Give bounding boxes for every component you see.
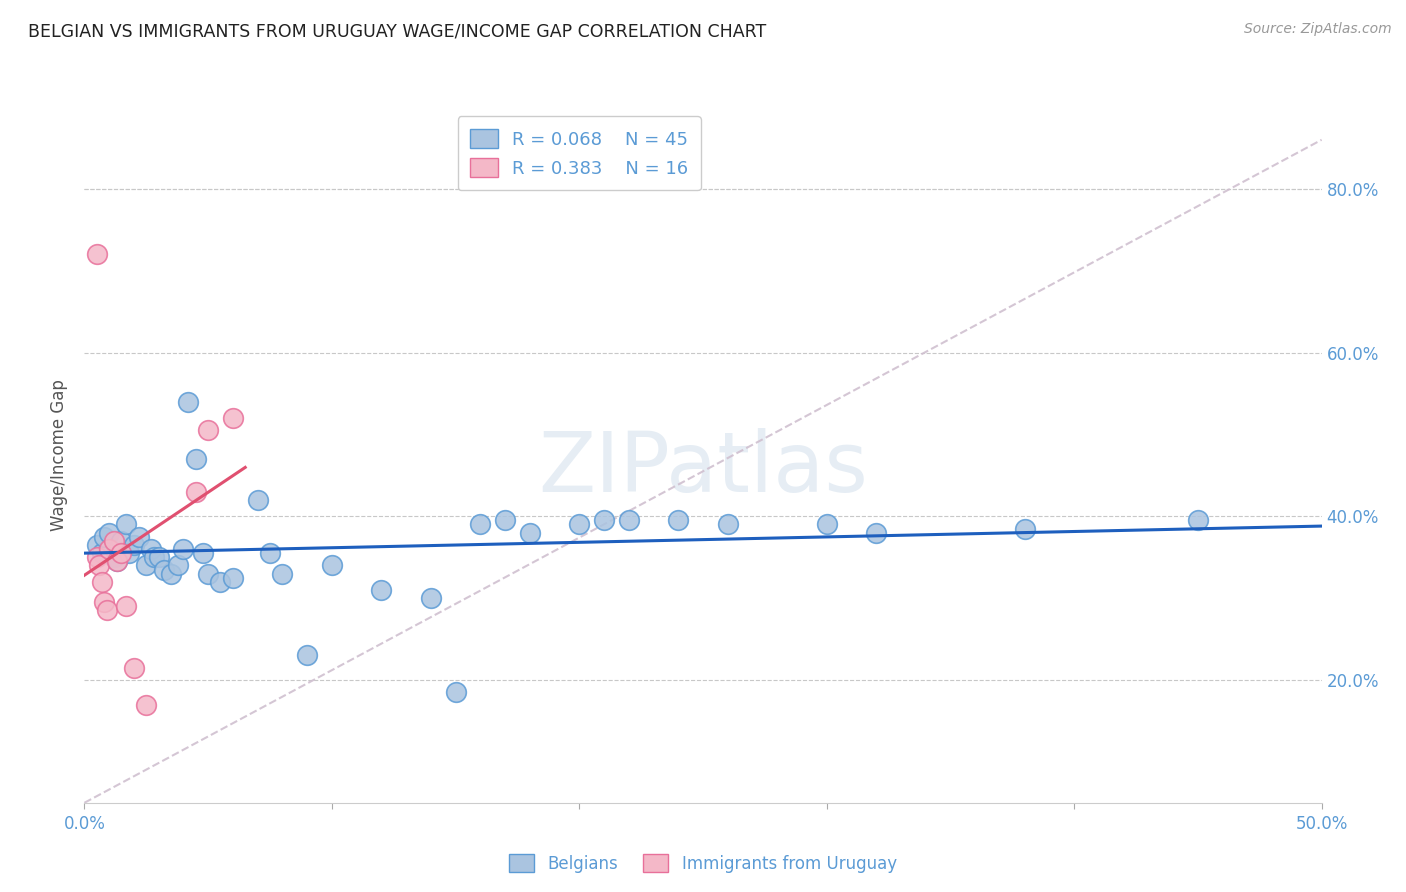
Legend: Belgians, Immigrants from Uruguay: Belgians, Immigrants from Uruguay xyxy=(502,847,904,880)
Point xyxy=(370,582,392,597)
Text: BELGIAN VS IMMIGRANTS FROM URUGUAY WAGE/INCOME GAP CORRELATION CHART: BELGIAN VS IMMIGRANTS FROM URUGUAY WAGE/… xyxy=(28,22,766,40)
Point xyxy=(90,574,112,589)
Point xyxy=(93,595,115,609)
Point xyxy=(98,525,121,540)
Point xyxy=(222,571,245,585)
Point xyxy=(259,546,281,560)
Point xyxy=(470,517,492,532)
Point xyxy=(86,538,108,552)
Point xyxy=(105,554,128,568)
Point xyxy=(115,517,138,532)
Y-axis label: Wage/Income Gap: Wage/Income Gap xyxy=(51,379,69,531)
Point xyxy=(568,517,591,532)
Point xyxy=(209,574,232,589)
Point xyxy=(105,554,128,568)
Point xyxy=(103,550,125,565)
Point xyxy=(519,525,541,540)
Point xyxy=(122,661,145,675)
Point xyxy=(717,517,740,532)
Point xyxy=(184,484,207,499)
Point xyxy=(103,533,125,548)
Point xyxy=(128,530,150,544)
Point xyxy=(152,562,174,576)
Point xyxy=(110,533,132,548)
Point xyxy=(295,648,318,663)
Point xyxy=(246,492,269,507)
Point xyxy=(118,546,141,560)
Point xyxy=(167,558,190,573)
Point xyxy=(135,558,157,573)
Point xyxy=(98,542,121,557)
Point xyxy=(160,566,183,581)
Point xyxy=(184,452,207,467)
Point xyxy=(142,550,165,565)
Point xyxy=(86,247,108,261)
Point xyxy=(321,558,343,573)
Text: ZIPatlas: ZIPatlas xyxy=(538,428,868,509)
Point xyxy=(135,698,157,712)
Point xyxy=(86,550,108,565)
Point xyxy=(115,599,138,614)
Point xyxy=(1187,513,1209,527)
Point xyxy=(93,530,115,544)
Point xyxy=(191,546,214,560)
Point xyxy=(197,423,219,437)
Point xyxy=(141,542,163,557)
Point xyxy=(1014,522,1036,536)
Point xyxy=(593,513,616,527)
Point xyxy=(197,566,219,581)
Point xyxy=(271,566,294,581)
Point xyxy=(494,513,516,527)
Point xyxy=(617,513,640,527)
Point xyxy=(148,550,170,565)
Text: Source: ZipAtlas.com: Source: ZipAtlas.com xyxy=(1244,22,1392,37)
Point xyxy=(177,394,200,409)
Point xyxy=(419,591,441,606)
Point xyxy=(96,603,118,617)
Point xyxy=(89,558,111,573)
Point xyxy=(815,517,838,532)
Point xyxy=(222,411,245,425)
Point xyxy=(122,538,145,552)
Point xyxy=(865,525,887,540)
Point xyxy=(666,513,689,527)
Point xyxy=(444,685,467,699)
Point xyxy=(172,542,194,557)
Point xyxy=(90,546,112,560)
Legend: R = 0.068    N = 45, R = 0.383    N = 16: R = 0.068 N = 45, R = 0.383 N = 16 xyxy=(458,116,700,190)
Point xyxy=(110,546,132,560)
